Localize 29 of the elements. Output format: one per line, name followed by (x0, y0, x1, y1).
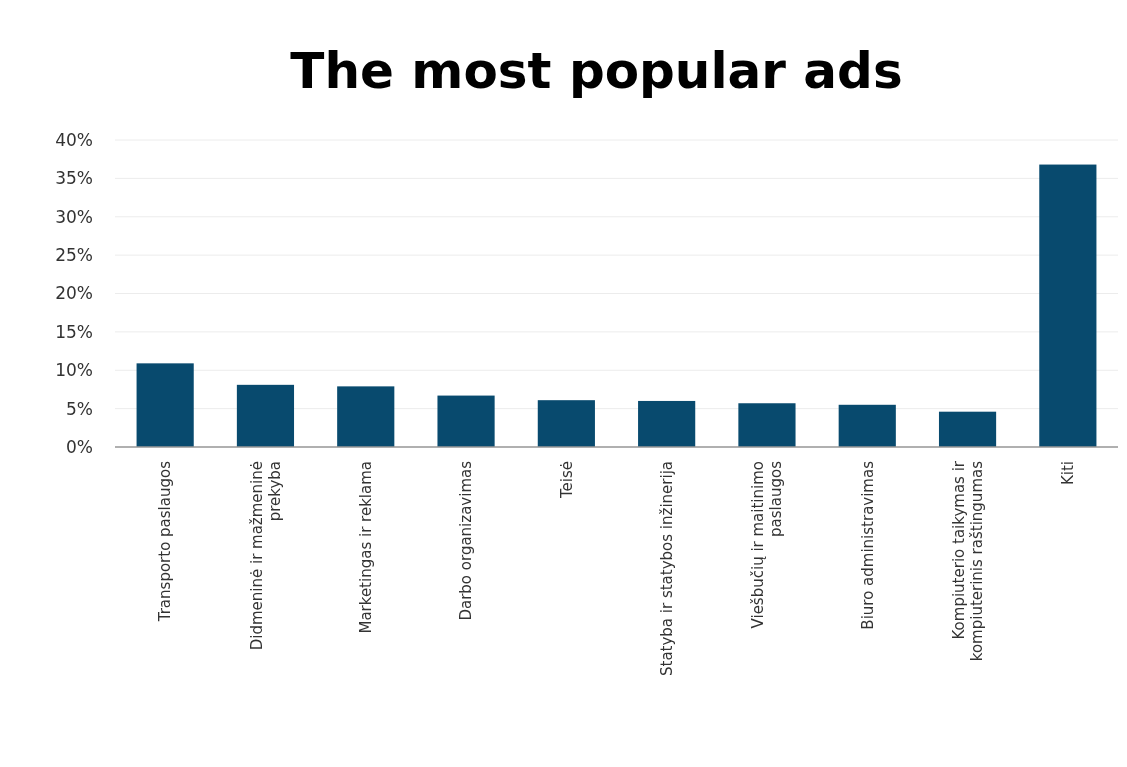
x-tick-label: Darbo organizavimas (457, 460, 476, 621)
y-tick-label: 0% (66, 436, 93, 457)
x-tick-label: Biuro administravimas (858, 460, 877, 630)
y-tick-label: 35% (55, 168, 93, 189)
bar (236, 384, 295, 447)
y-tick-label: 25% (55, 245, 93, 266)
bar (136, 363, 194, 447)
x-tick-label: Viešbučių ir maitinimo paslaugos (749, 460, 786, 629)
x-tick-label: Transporto paslaugos (156, 460, 175, 623)
y-tick-label: 5% (66, 398, 93, 419)
x-tick-label: Teisė (557, 461, 576, 500)
bar (437, 395, 495, 447)
bar (638, 400, 696, 447)
y-tick-label: 15% (55, 321, 93, 342)
x-tick-label: Marketingas ir reklama (357, 461, 375, 634)
bar (838, 404, 896, 447)
chart-title: The most popular ads (290, 42, 903, 100)
y-tick-label: 40% (55, 129, 93, 150)
bar (537, 400, 595, 447)
y-tick-label: 20% (55, 283, 93, 304)
bar (337, 386, 395, 447)
x-tick-label: Statyba ir statybos inžinerija (657, 461, 676, 677)
bar (738, 403, 796, 447)
bar (1039, 164, 1097, 447)
y-tick-label: 30% (55, 206, 93, 227)
bar (938, 411, 997, 447)
x-tick-label: Kiti (1059, 461, 1078, 486)
y-tick-label: 10% (55, 360, 93, 381)
x-tick-label: Didmeninė ir mažmeninė prekyba (247, 461, 284, 651)
